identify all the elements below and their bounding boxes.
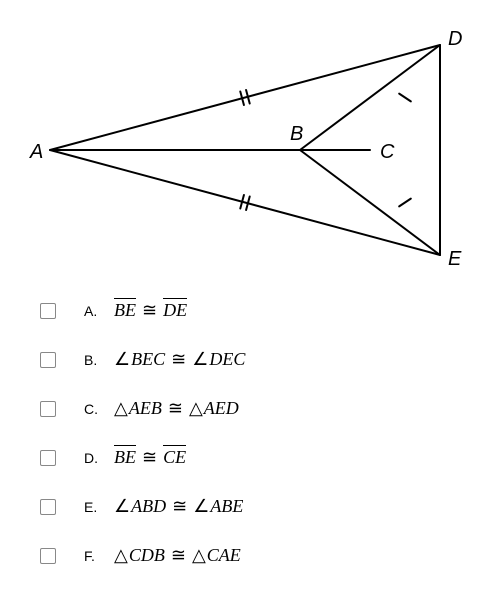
svg-text:C: C xyxy=(380,141,395,163)
option-row: E. ∠ABD≅∠ABE xyxy=(40,496,480,517)
option-row: B. ∠BEC≅∠DEC xyxy=(40,349,480,370)
option-checkbox[interactable] xyxy=(40,352,56,368)
geometry-diagram: A B C D E xyxy=(20,20,480,280)
svg-text:D: D xyxy=(448,28,462,50)
option-letter: B. xyxy=(84,352,102,368)
option-statement: ∠ABD≅∠ABE xyxy=(114,496,243,517)
option-statement: BE≅DE xyxy=(114,300,187,321)
option-checkbox[interactable] xyxy=(40,450,56,466)
option-letter: C. xyxy=(84,401,102,417)
svg-text:B: B xyxy=(290,123,303,145)
option-row: F. △CDB≅△CAE xyxy=(40,545,480,566)
option-letter: A. xyxy=(84,303,102,319)
option-checkbox[interactable] xyxy=(40,499,56,515)
option-statement: ∠BEC≅∠DEC xyxy=(114,349,245,370)
svg-text:E: E xyxy=(448,248,462,270)
option-statement: BE≅CE xyxy=(114,447,186,468)
option-checkbox[interactable] xyxy=(40,548,56,564)
option-statement: △CDB≅△CAE xyxy=(114,545,241,566)
svg-text:A: A xyxy=(29,141,43,163)
option-row: D. BE≅CE xyxy=(40,447,480,468)
options-list: A. BE≅DE B. ∠BEC≅∠DEC C. △AEB≅△AED D. BE≅CE E. ∠A… xyxy=(20,300,480,566)
option-checkbox[interactable] xyxy=(40,303,56,319)
option-statement: △AEB≅△AED xyxy=(114,398,239,419)
diagram-svg: A B C D E xyxy=(20,20,480,280)
option-checkbox[interactable] xyxy=(40,401,56,417)
option-letter: F. xyxy=(84,548,102,564)
option-letter: E. xyxy=(84,499,102,515)
option-letter: D. xyxy=(84,450,102,466)
option-row: C. △AEB≅△AED xyxy=(40,398,480,419)
option-row: A. BE≅DE xyxy=(40,300,480,321)
